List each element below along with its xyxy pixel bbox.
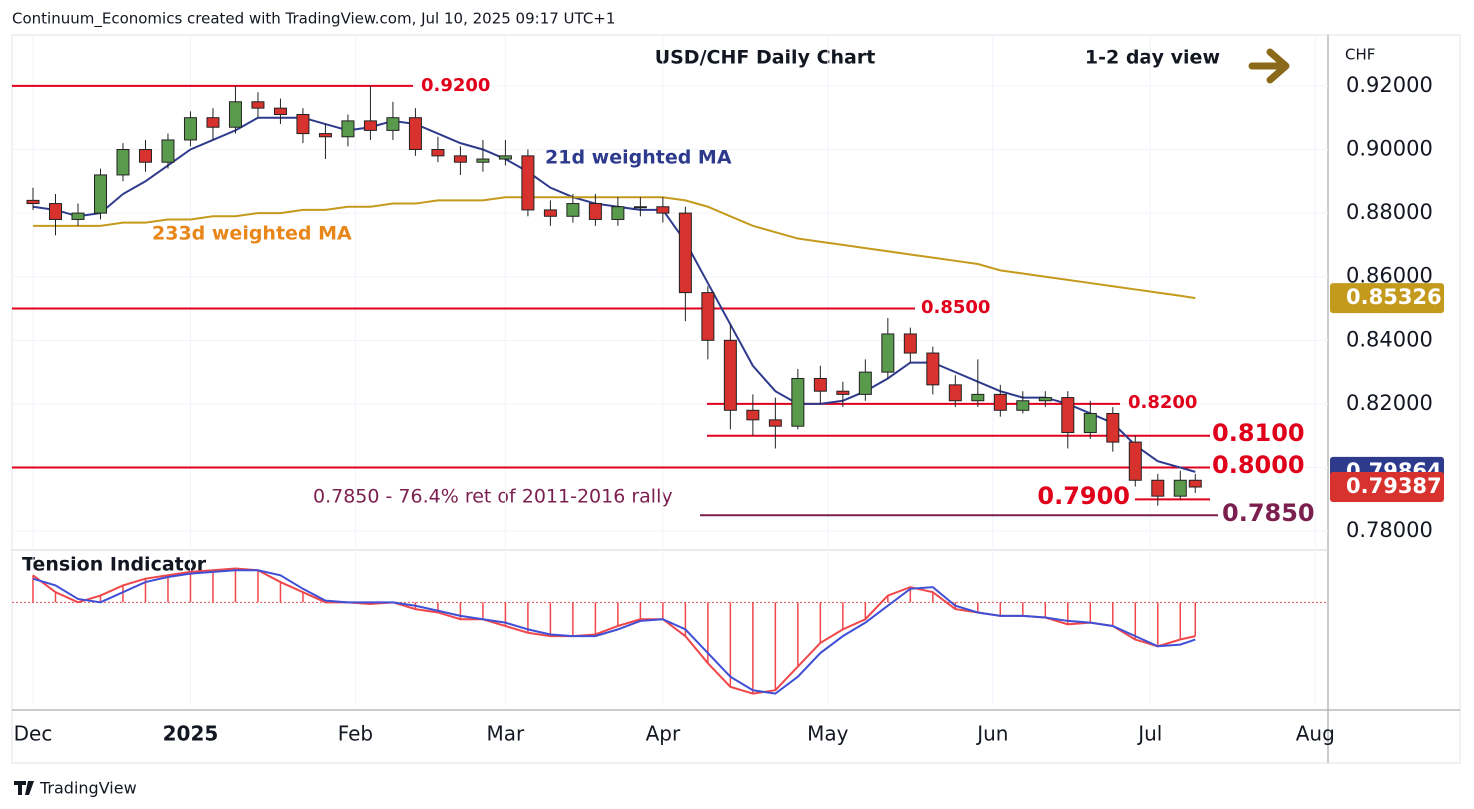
arrow-icon [1248, 48, 1290, 84]
x-tick-label: Aug [1296, 722, 1335, 746]
candle-body [296, 114, 310, 135]
candle-body [656, 206, 670, 214]
candle-body [1016, 400, 1030, 411]
candle-body [723, 339, 737, 411]
candle-body [183, 117, 197, 141]
level-label: 0.7850 [1222, 499, 1315, 527]
candle-body [836, 390, 850, 395]
candle-body [363, 120, 377, 131]
candle-body [341, 120, 355, 138]
ma-line [32, 116, 1196, 473]
candle-body [138, 148, 152, 163]
candle-body [1106, 412, 1120, 443]
candle-body [408, 117, 422, 150]
candle-body [251, 101, 265, 109]
brand-logo [14, 781, 34, 795]
candle-body [386, 117, 400, 131]
x-tick-label: Jun [975, 722, 1008, 746]
price-box-label: 0.79387 [1346, 474, 1442, 498]
candle-body [813, 377, 827, 392]
candle-body [1083, 412, 1097, 434]
y-tick-label: 0.90000 [1346, 136, 1433, 160]
candle-body [206, 117, 220, 128]
level-label: 0.9200 [421, 75, 490, 96]
candle-body [611, 206, 625, 220]
candle-body [228, 101, 242, 128]
candle-body [791, 377, 805, 427]
candle-body [701, 292, 715, 341]
price-box [1330, 283, 1444, 314]
candle-body [1038, 397, 1052, 402]
pane-title: Tension Indicator [22, 554, 207, 576]
annotation: 0.7850 - 76.4% ret of 2011-2016 rally [313, 486, 673, 508]
candle-body [273, 107, 287, 116]
candle-body [1188, 479, 1202, 488]
candle-body [566, 203, 580, 217]
x-tick-label: Mar [487, 722, 526, 746]
candle-body [1061, 397, 1075, 434]
candle-body [926, 352, 940, 386]
candle-body [431, 148, 445, 157]
candle-body [71, 212, 85, 220]
x-tick-label: Apr [646, 722, 681, 746]
level-label: 0.8500 [921, 297, 990, 318]
y-tick-label: 0.84000 [1346, 327, 1433, 351]
candle-body [318, 133, 332, 138]
candle-body [476, 158, 490, 163]
candle-body [678, 212, 692, 294]
x-tick-label: Jul [1136, 722, 1162, 746]
y-tick-label: 0.92000 [1346, 73, 1433, 97]
series-label: 21d weighted MA [545, 147, 732, 169]
candle-body [881, 333, 895, 373]
candle-body [633, 206, 647, 209]
candle-body [768, 419, 782, 427]
candle-body [903, 333, 917, 354]
candle-body [746, 409, 760, 421]
candle-body [948, 384, 962, 402]
candle-body [1173, 479, 1187, 497]
x-tick-label: 2025 [163, 722, 219, 746]
y-tick-label: 0.82000 [1346, 391, 1433, 415]
tension-line [32, 569, 1196, 695]
price-box [1330, 472, 1444, 503]
level-label: 0.7900 [1037, 482, 1130, 510]
y-tick-label: 0.88000 [1346, 200, 1433, 224]
frame [11, 34, 1461, 764]
candle-body [971, 393, 985, 402]
level-label: 0.8100 [1212, 419, 1305, 447]
candle-body [453, 155, 467, 163]
source: Continuum_Economics created with Trading… [12, 10, 615, 29]
candle-body [993, 393, 1007, 411]
candle-body [521, 155, 535, 211]
x-tick-label: Dec [14, 722, 53, 746]
candle-body [48, 203, 62, 220]
candle-body [858, 371, 872, 395]
y-tick-label: 0.78000 [1346, 518, 1433, 542]
x-tick-label: Feb [338, 722, 373, 746]
chart-title: USD/CHF Daily Chart [655, 47, 876, 69]
candle-body [543, 209, 557, 217]
brand: TradingView [39, 779, 137, 798]
level-label: 0.8200 [1128, 392, 1197, 413]
candle-body [1128, 441, 1142, 481]
price-box-label: 0.85326 [1346, 285, 1442, 309]
candle-body [161, 139, 175, 163]
candle-body [93, 174, 107, 214]
candle-body [498, 155, 512, 160]
view-label: 1-2 day view [1085, 47, 1220, 69]
candle-body [1151, 479, 1165, 497]
x-tick-label: May [807, 722, 849, 746]
series-label: 233d weighted MA [152, 223, 352, 245]
candle-body [26, 199, 40, 205]
currency: CHF [1345, 46, 1375, 64]
candle-body [588, 203, 602, 220]
level-label: 0.8000 [1212, 451, 1305, 479]
candle-body [116, 148, 130, 176]
